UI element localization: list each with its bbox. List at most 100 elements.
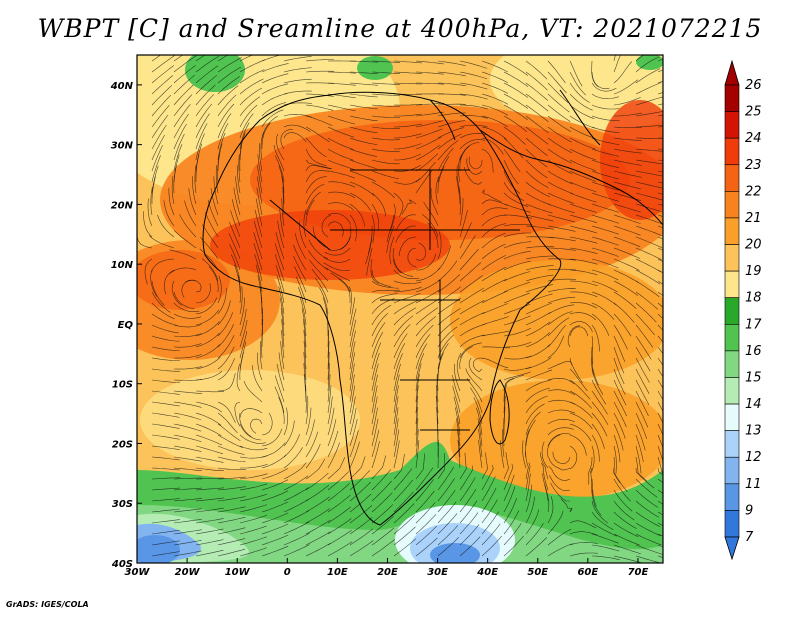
streamline — [252, 365, 263, 392]
streamline — [459, 300, 485, 315]
streamline — [239, 143, 243, 172]
streamline — [261, 534, 289, 546]
streamline — [525, 379, 552, 392]
streamline — [371, 280, 399, 289]
streamline — [465, 368, 483, 392]
streamline — [327, 374, 331, 403]
streamline — [195, 456, 224, 463]
streamline — [281, 330, 285, 359]
streamline — [503, 181, 525, 202]
streamline — [613, 170, 642, 178]
streamline — [470, 387, 483, 414]
streamline — [148, 235, 175, 249]
streamline — [477, 418, 483, 447]
streamline — [276, 133, 285, 161]
streamline — [657, 368, 663, 378]
colorbar-label: 20 — [745, 238, 762, 253]
streamline — [151, 280, 165, 306]
streamline — [569, 225, 598, 234]
streamline — [327, 471, 350, 491]
streamline — [349, 319, 357, 348]
lon-tick-label: 0 — [284, 567, 291, 578]
streamline — [217, 57, 242, 73]
streamline — [459, 248, 479, 271]
streamline — [217, 132, 226, 161]
streamline — [195, 103, 213, 128]
streamline — [613, 181, 642, 190]
streamline — [540, 452, 549, 480]
streamline — [393, 82, 423, 85]
streamline — [217, 335, 235, 359]
streamline — [657, 511, 663, 516]
streamline — [327, 518, 352, 535]
streamline — [173, 423, 202, 432]
streamline — [437, 525, 459, 546]
streamline — [204, 212, 219, 238]
streamline — [237, 275, 241, 304]
streamline — [261, 122, 271, 149]
streamline — [173, 343, 202, 348]
streamline — [591, 269, 619, 281]
streamline — [657, 412, 663, 424]
colorbar-label: 22 — [745, 184, 762, 199]
streamline — [481, 278, 507, 293]
streamline — [613, 126, 643, 128]
streamline — [393, 315, 414, 337]
streamline — [459, 465, 474, 491]
streamlines — [137, 55, 663, 563]
streamline — [239, 515, 267, 524]
streamline — [231, 199, 241, 227]
streamline — [243, 380, 263, 403]
streamline — [371, 181, 395, 199]
streamline — [569, 247, 598, 254]
streamline — [305, 407, 312, 436]
lon-tick-label: 30W — [125, 567, 151, 578]
streamline — [503, 71, 529, 87]
streamline — [613, 55, 616, 62]
streamline — [151, 529, 180, 535]
streamline — [327, 483, 350, 502]
streamline — [330, 272, 351, 293]
streamline — [239, 96, 261, 117]
streamline — [525, 159, 548, 179]
streamline — [210, 187, 219, 216]
streamline — [657, 69, 663, 73]
streamline — [569, 181, 597, 193]
streamline — [393, 468, 413, 491]
streamline — [415, 128, 443, 139]
streamline — [550, 482, 570, 502]
streamline — [438, 93, 467, 96]
streamline — [613, 258, 640, 271]
streamline — [173, 354, 202, 359]
streamline — [349, 137, 378, 145]
streamline — [327, 221, 344, 237]
streamline — [239, 525, 267, 535]
streamline — [437, 120, 466, 128]
streamline — [459, 209, 468, 238]
streamline — [393, 333, 408, 359]
streamline — [437, 466, 455, 491]
streamline — [547, 317, 570, 337]
streamline — [613, 79, 639, 95]
streamline — [305, 384, 307, 414]
streamline — [613, 423, 624, 451]
streamline — [503, 378, 515, 403]
streamline — [481, 223, 507, 238]
streamline — [525, 203, 553, 214]
streamline — [199, 248, 219, 271]
streamline — [201, 258, 219, 282]
streamline — [503, 271, 531, 282]
map-frame — [136, 54, 664, 564]
streamline — [195, 487, 224, 491]
streamline — [239, 412, 252, 438]
streamline — [254, 209, 263, 238]
colorbar-swatch — [724, 84, 740, 112]
streamline — [195, 370, 223, 381]
streamline — [437, 231, 442, 260]
streamline — [195, 549, 224, 557]
streamline — [481, 71, 508, 83]
streamline — [503, 486, 516, 513]
wbpt-field — [137, 55, 663, 563]
streamline — [591, 478, 597, 507]
streamline — [503, 232, 532, 238]
